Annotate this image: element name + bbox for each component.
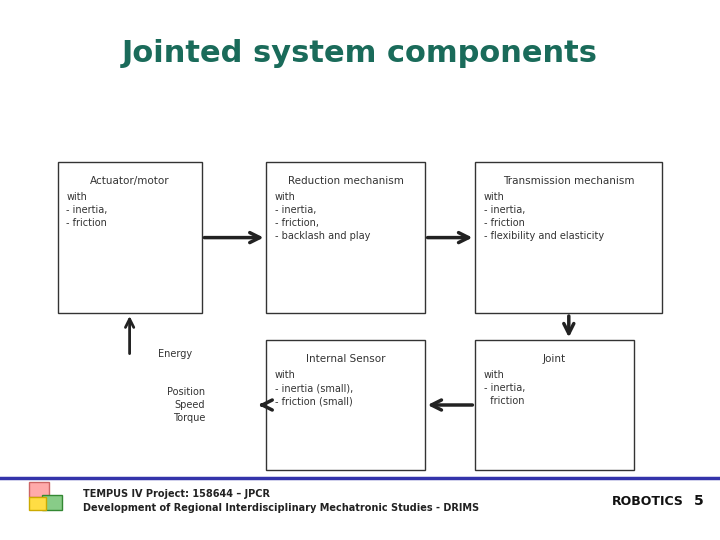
Text: TEMPUS IV Project: 158644 – JPCR: TEMPUS IV Project: 158644 – JPCR (83, 489, 270, 499)
Bar (29, 482, 49, 497)
Text: with
- inertia,
- friction: with - inertia, - friction (66, 192, 107, 228)
Text: Jointed system components: Jointed system components (122, 39, 598, 69)
Bar (29, 497, 46, 510)
Bar (58, 162, 202, 313)
Bar (266, 162, 425, 313)
Text: with
- inertia (small),
- friction (small): with - inertia (small), - friction (smal… (275, 370, 354, 406)
Text: Actuator/motor: Actuator/motor (90, 176, 169, 186)
Text: with
- inertia,
  friction: with - inertia, friction (484, 370, 525, 406)
Text: Internal Sensor: Internal Sensor (306, 354, 385, 364)
Text: 5: 5 (693, 494, 703, 508)
Text: Reduction mechanism: Reduction mechanism (288, 176, 403, 186)
Text: Position
Speed
Torque: Position Speed Torque (167, 387, 205, 423)
Bar (266, 340, 425, 470)
Text: Energy: Energy (158, 349, 192, 359)
Bar (42, 495, 62, 510)
Text: Development of Regional Interdisciplinary Mechatronic Studies - DRIMS: Development of Regional Interdisciplinar… (83, 503, 479, 512)
Bar (475, 162, 662, 313)
Text: with
- inertia,
- friction,
- backlash and play: with - inertia, - friction, - backlash a… (275, 192, 370, 241)
Text: Joint: Joint (543, 354, 566, 364)
Text: ROBOTICS: ROBOTICS (612, 495, 684, 508)
Text: with
- inertia,
- friction
- flexibility and elasticity: with - inertia, - friction - flexibility… (484, 192, 604, 241)
Bar (475, 340, 634, 470)
Text: Transmission mechanism: Transmission mechanism (503, 176, 634, 186)
